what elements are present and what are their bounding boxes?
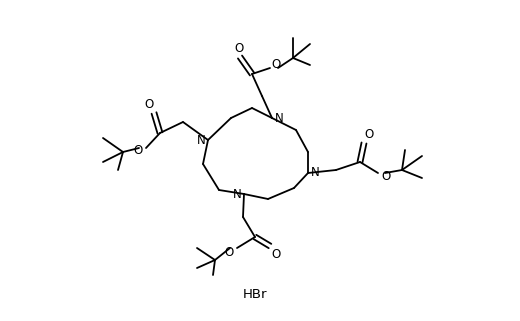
Text: N: N	[275, 111, 283, 125]
Text: N: N	[232, 188, 241, 202]
Text: O: O	[133, 144, 142, 158]
Text: O: O	[271, 247, 281, 261]
Text: N: N	[310, 167, 319, 179]
Text: O: O	[381, 169, 391, 183]
Text: O: O	[145, 99, 153, 111]
Text: N: N	[197, 134, 205, 146]
Text: O: O	[271, 57, 281, 71]
Text: O: O	[235, 42, 244, 56]
Text: HBr: HBr	[243, 289, 267, 301]
Text: O: O	[365, 128, 374, 142]
Text: O: O	[224, 246, 233, 258]
